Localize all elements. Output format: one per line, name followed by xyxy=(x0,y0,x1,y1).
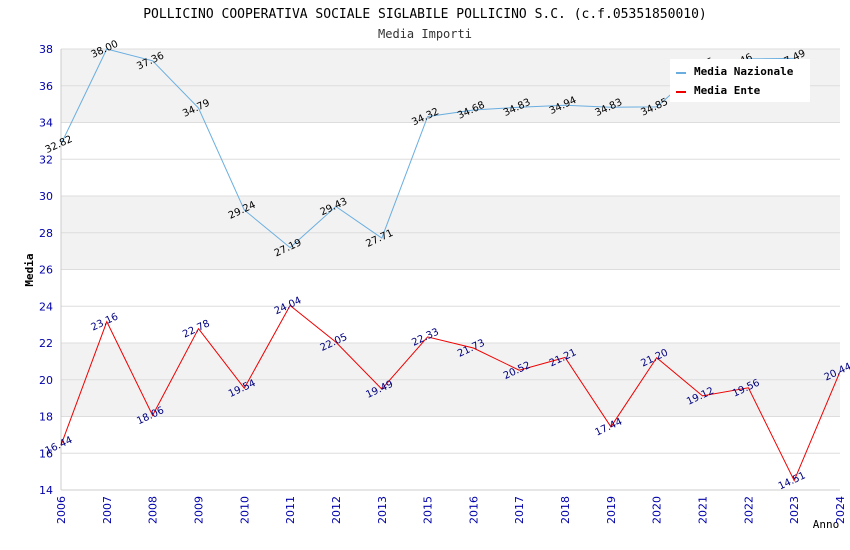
x-tick-label: 2015 xyxy=(422,496,435,524)
y-tick-label: 24 xyxy=(39,300,53,313)
x-tick-label: 2017 xyxy=(513,496,526,524)
x-tick-label: 2024 xyxy=(834,496,847,524)
legend: Media Nazionale Media Ente xyxy=(670,59,810,102)
x-axis-label: Anno xyxy=(813,518,840,531)
y-tick-label: 26 xyxy=(39,264,53,277)
x-tick-label: 2006 xyxy=(55,496,68,524)
y-tick-label: 20 xyxy=(39,374,53,387)
y-tick-labels: 14 16 18 20 22 24 26 28 30 32 34 36 38 xyxy=(39,43,53,497)
x-tick-label: 2012 xyxy=(330,496,343,524)
background-bands xyxy=(61,49,840,490)
series-line-media-ente xyxy=(60,304,841,482)
x-tick-label: 2023 xyxy=(788,496,801,524)
y-tick-label: 36 xyxy=(39,80,53,93)
background-band xyxy=(61,269,840,307)
legend-label-media-ente: Media Ente xyxy=(694,84,761,97)
y-tick-label: 38 xyxy=(39,43,53,56)
y-tick-label: 14 xyxy=(39,484,53,497)
background-band xyxy=(61,416,840,454)
background-band xyxy=(61,159,840,196)
x-tick-label: 2007 xyxy=(101,496,114,524)
chart-title: POLLICINO COOPERATIVA SOCIALE SIGLABILE … xyxy=(143,7,707,22)
x-tick-label: 2021 xyxy=(697,496,710,524)
x-tick-label: 2008 xyxy=(147,496,160,524)
y-tick-label: 34 xyxy=(39,117,53,130)
x-tick-label: 2022 xyxy=(742,496,755,524)
y-axis-label: Media xyxy=(23,253,36,286)
background-band xyxy=(61,379,840,417)
y-tick-label: 28 xyxy=(39,227,53,240)
x-tick-label: 2019 xyxy=(605,496,618,524)
x-tick-label: 2016 xyxy=(467,496,480,524)
y-tick-label: 22 xyxy=(39,337,53,350)
x-tick-labels: 2006 2007 2008 2009 2010 2011 2012 2013 2015 2016… xyxy=(55,496,847,524)
legend-label-media-nazionale: Media Nazionale xyxy=(694,65,794,78)
y-tick-label: 30 xyxy=(39,190,53,203)
legend-box xyxy=(670,59,810,102)
background-band xyxy=(61,122,840,160)
background-band xyxy=(61,196,840,233)
x-tick-label: 2018 xyxy=(559,496,572,524)
gridlines xyxy=(60,48,840,491)
background-band xyxy=(61,343,840,380)
y-tick-label: 32 xyxy=(39,153,53,166)
background-band xyxy=(61,306,840,343)
x-tick-label: 2020 xyxy=(651,496,664,524)
chart-subtitle: Media Importi xyxy=(378,27,472,41)
x-tick-label: 2011 xyxy=(284,496,297,524)
background-band xyxy=(61,232,840,270)
y-tick-label: 16 xyxy=(39,447,53,460)
background-band xyxy=(61,453,840,490)
x-tick-label: 2013 xyxy=(376,496,389,524)
x-tick-label: 2010 xyxy=(238,496,251,524)
y-tick-label: 18 xyxy=(39,411,53,424)
x-tick-label: 2009 xyxy=(192,496,205,524)
